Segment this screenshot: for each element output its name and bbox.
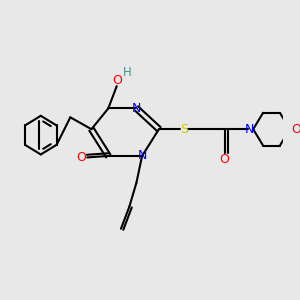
Text: O: O xyxy=(291,123,300,136)
Text: H: H xyxy=(123,66,132,79)
Text: O: O xyxy=(220,153,230,166)
Text: O: O xyxy=(112,74,122,87)
Text: N: N xyxy=(137,149,147,162)
Text: N: N xyxy=(132,102,141,115)
Text: S: S xyxy=(180,123,188,136)
Text: O: O xyxy=(76,151,86,164)
Text: N: N xyxy=(245,123,254,136)
